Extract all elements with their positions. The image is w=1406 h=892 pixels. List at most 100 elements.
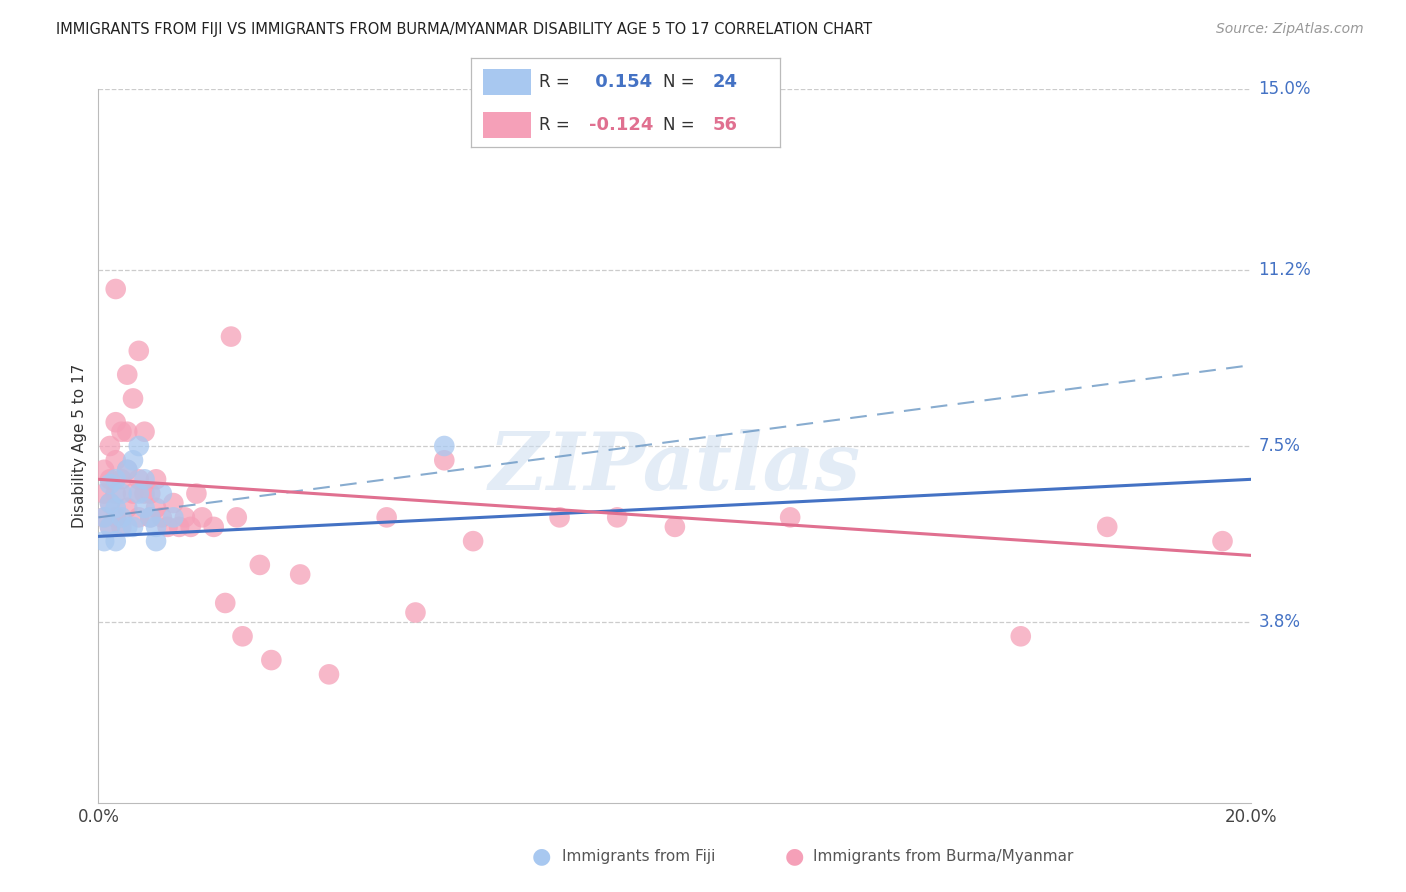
Point	[93, 486, 115, 500]
Text: 3.8%: 3.8%	[1258, 613, 1301, 631]
Text: N =: N =	[662, 73, 695, 91]
Point	[1010, 629, 1032, 643]
Point	[98, 477, 121, 491]
Point	[104, 486, 127, 500]
FancyBboxPatch shape	[484, 69, 531, 95]
Point	[145, 472, 167, 486]
Text: ●: ●	[531, 847, 551, 866]
Text: 7.5%: 7.5%	[1258, 437, 1301, 455]
Point	[219, 329, 242, 343]
Text: 11.2%: 11.2%	[1258, 261, 1312, 279]
Point	[93, 510, 115, 524]
Point	[122, 453, 145, 467]
Text: Immigrants from Burma/Myanmar: Immigrants from Burma/Myanmar	[813, 849, 1073, 863]
Point	[104, 472, 127, 486]
Point	[214, 596, 236, 610]
Point	[433, 453, 456, 467]
Point	[231, 629, 254, 643]
Point	[110, 425, 132, 439]
Point	[433, 439, 456, 453]
Point	[104, 510, 127, 524]
Point	[117, 463, 138, 477]
Text: 56: 56	[713, 116, 737, 134]
Point	[186, 486, 208, 500]
Point	[98, 496, 121, 510]
Point	[139, 510, 162, 524]
Point	[128, 486, 150, 500]
Point	[98, 496, 121, 510]
Point	[664, 520, 686, 534]
Point	[174, 510, 197, 524]
Point	[110, 520, 132, 534]
Point	[318, 667, 340, 681]
Text: Source: ZipAtlas.com: Source: ZipAtlas.com	[1216, 22, 1364, 37]
Point	[122, 486, 145, 500]
Point	[134, 425, 156, 439]
Point	[779, 510, 801, 524]
Point	[117, 520, 138, 534]
Text: IMMIGRANTS FROM FIJI VS IMMIGRANTS FROM BURMA/MYANMAR DISABILITY AGE 5 TO 17 COR: IMMIGRANTS FROM FIJI VS IMMIGRANTS FROM …	[56, 22, 872, 37]
Point	[98, 472, 121, 486]
Point	[93, 534, 115, 549]
Point	[139, 510, 162, 524]
Point	[461, 534, 484, 549]
Point	[145, 534, 167, 549]
Point	[145, 520, 167, 534]
Point	[110, 472, 132, 486]
Point	[128, 472, 150, 486]
Point	[167, 520, 190, 534]
Text: Immigrants from Fiji: Immigrants from Fiji	[562, 849, 716, 863]
Text: 15.0%: 15.0%	[1258, 80, 1310, 98]
Text: 0.154: 0.154	[589, 73, 651, 91]
Point	[110, 510, 132, 524]
Point	[260, 653, 283, 667]
Point	[93, 510, 115, 524]
Point	[117, 500, 138, 515]
Point	[375, 510, 398, 524]
Point	[1097, 520, 1119, 534]
Text: ZIPatlas: ZIPatlas	[489, 429, 860, 506]
FancyBboxPatch shape	[484, 112, 531, 138]
Point	[145, 500, 167, 515]
Point	[225, 510, 247, 524]
Point	[606, 510, 628, 524]
Point	[1212, 534, 1234, 549]
Point	[134, 486, 156, 500]
Point	[110, 486, 132, 500]
Point	[202, 520, 225, 534]
Text: -0.124: -0.124	[589, 116, 652, 134]
Point	[117, 463, 138, 477]
Point	[122, 392, 145, 406]
Point	[162, 510, 184, 524]
Point	[128, 343, 150, 358]
Point	[117, 425, 138, 439]
Point	[134, 500, 156, 515]
Text: N =: N =	[662, 116, 695, 134]
Text: ●: ●	[785, 847, 804, 866]
Point	[104, 282, 127, 296]
Point	[128, 439, 150, 453]
Point	[139, 486, 162, 500]
Point	[122, 520, 145, 534]
Y-axis label: Disability Age 5 to 17: Disability Age 5 to 17	[72, 364, 87, 528]
Point	[405, 606, 427, 620]
Point	[98, 439, 121, 453]
Point	[249, 558, 271, 572]
Point	[104, 415, 127, 429]
Point	[104, 453, 127, 467]
Point	[93, 463, 115, 477]
Point	[162, 496, 184, 510]
Point	[150, 510, 173, 524]
Point	[180, 520, 202, 534]
Text: 24: 24	[713, 73, 737, 91]
Point	[128, 510, 150, 524]
Point	[98, 520, 121, 534]
Text: R =: R =	[538, 116, 569, 134]
Text: R =: R =	[538, 73, 569, 91]
Point	[548, 510, 571, 524]
Point	[104, 534, 127, 549]
Point	[150, 486, 173, 500]
Point	[104, 500, 127, 515]
Point	[290, 567, 312, 582]
Point	[134, 472, 156, 486]
